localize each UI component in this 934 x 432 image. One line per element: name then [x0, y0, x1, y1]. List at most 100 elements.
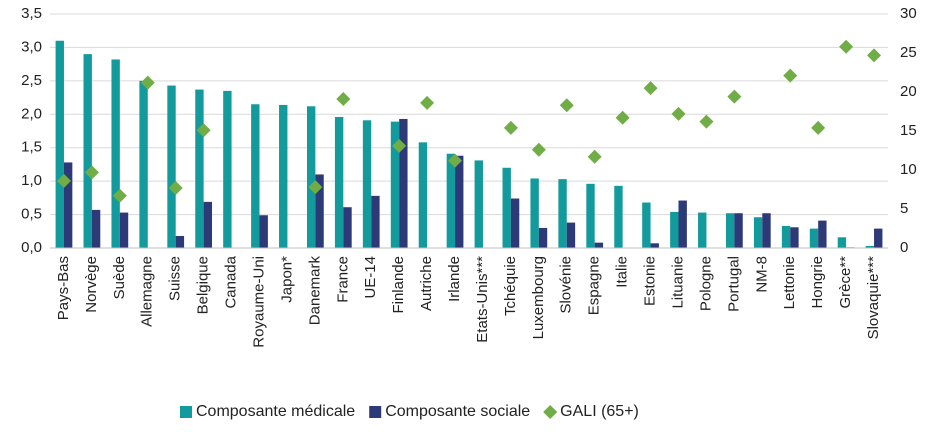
bar [837, 237, 847, 248]
y-tick-label: 2,0 [21, 105, 42, 122]
bar [455, 155, 464, 248]
bar [558, 179, 567, 248]
bar [362, 120, 372, 248]
bar [530, 178, 539, 248]
y-tick-label: 3,5 [21, 5, 42, 22]
bar [781, 225, 791, 248]
bar [279, 104, 288, 248]
bar [334, 116, 344, 249]
bar [594, 242, 604, 248]
x-tick-label: Canada [223, 255, 240, 308]
x-tick-label: Suisse [167, 256, 184, 301]
marker [420, 95, 435, 110]
bar [343, 207, 352, 248]
legend-label: GALI (65+) [560, 403, 639, 420]
bar [119, 212, 129, 248]
marker [392, 138, 407, 153]
marker [503, 120, 518, 135]
legend-marker [543, 405, 558, 419]
bar [642, 202, 651, 248]
marker [587, 149, 602, 164]
bar [399, 118, 408, 248]
bar [698, 212, 707, 248]
bar [670, 211, 679, 248]
bar [586, 183, 595, 248]
legend-label: Composante médicale [196, 403, 355, 420]
x-tick-label: Grèce** [837, 256, 854, 309]
marker [867, 48, 882, 63]
bar [809, 228, 819, 248]
y-tick-label: 1,0 [21, 172, 42, 189]
x-tick-label: Hongrie [809, 256, 826, 309]
x-tick-label: Japon* [278, 256, 295, 303]
bar [510, 198, 520, 248]
bar [790, 227, 799, 248]
marker [839, 39, 854, 54]
bar [874, 228, 883, 248]
bar [614, 185, 623, 248]
x-tick-label: Lituanie [669, 256, 686, 309]
marker [140, 75, 155, 90]
x-tick-label: Etats-Unis*** [474, 256, 491, 343]
x-tick-label: Italie [614, 256, 631, 288]
bar [650, 243, 659, 248]
x-tick-label: Autriche [418, 256, 435, 311]
marker [168, 180, 183, 195]
marker [559, 98, 574, 113]
marker [783, 68, 798, 83]
x-tick-label: France [334, 256, 351, 303]
x-tick-label: Estonie [642, 256, 659, 306]
x-tick-label: Slovaquie*** [865, 256, 882, 340]
marker [448, 153, 463, 168]
bar [678, 200, 687, 248]
bar [818, 220, 827, 248]
x-tick-label: Allemagne [139, 256, 156, 327]
legend-marker [369, 406, 382, 418]
marker [727, 89, 742, 104]
x-tick-label: Norvège [83, 256, 100, 313]
marker [196, 123, 211, 138]
bar [734, 213, 743, 248]
y2-tick-label: 20 [900, 83, 917, 100]
x-tick-label: Pologne [697, 256, 714, 311]
marker [336, 92, 351, 107]
bar [91, 209, 101, 248]
bar [753, 217, 763, 248]
bar [371, 195, 380, 248]
marker [531, 142, 546, 157]
x-tick-label: Portugal [725, 256, 742, 312]
marker [308, 180, 323, 195]
y2-tick-label: 10 [900, 161, 917, 178]
x-tick-label: Finlande [390, 256, 407, 314]
bar [251, 104, 260, 248]
bar [390, 121, 400, 248]
marker [699, 114, 714, 129]
bar [175, 235, 185, 248]
marker [112, 188, 127, 203]
legend-label: Composante sociale [385, 403, 530, 420]
bar [566, 222, 576, 248]
bar [306, 106, 316, 249]
y-tick-label: 1,5 [21, 139, 42, 156]
x-tick-label: Suède [111, 256, 128, 299]
y2-tick-label: 30 [900, 5, 917, 22]
x-tick-label: Tchéquie [502, 256, 519, 316]
x-tick-label: Danemark [306, 256, 323, 326]
bar [315, 174, 324, 248]
legend-marker [180, 406, 192, 418]
bar [865, 245, 875, 248]
y2-tick-label: 25 [900, 44, 917, 61]
bar [418, 142, 428, 248]
bar [203, 201, 213, 248]
marker [84, 165, 99, 180]
bar [83, 54, 92, 248]
x-tick-label: NM-8 [753, 256, 770, 293]
x-tick-label: Slovénie [558, 256, 575, 314]
marker [811, 120, 826, 135]
x-tick-label: Royaume-Uni [250, 256, 267, 348]
marker [643, 81, 658, 96]
bar [167, 85, 176, 248]
bar [111, 59, 120, 248]
marker [615, 110, 630, 125]
x-tick-label: Irlande [446, 256, 463, 302]
